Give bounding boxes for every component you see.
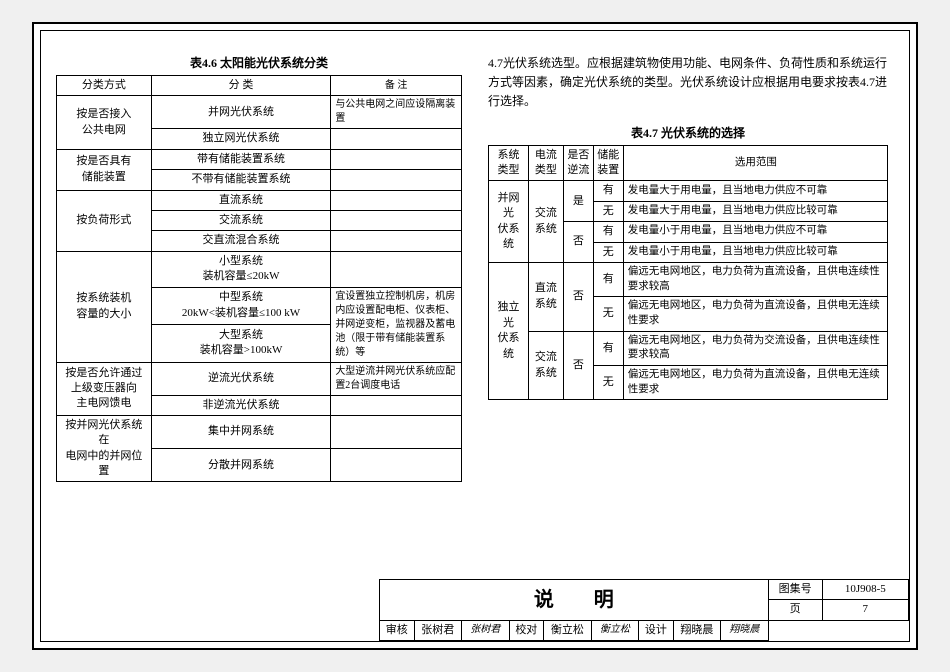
t47-h4: 储能装置 [593, 145, 623, 181]
t47-range: 偏远无电网地区，电力负荷为直流设备，且供电无连续性要求 [623, 297, 887, 331]
t46-item: 逆流光伏系统 [151, 362, 331, 395]
t46-cat-5: 按并网光伏系统在电网中的并网位置 [57, 415, 152, 482]
t46-note [331, 170, 462, 190]
proof-sign: 衡立松 [591, 620, 639, 640]
t46-item: 非逆流光伏系统 [151, 395, 331, 415]
t46-note [331, 251, 462, 287]
t47-range: 发电量大于用电量，且当地电力供应不可靠 [623, 181, 887, 201]
t47-curr2b: 交流系统 [528, 331, 563, 400]
page-frame: 表4.6 太阳能光伏系统分类 分类方式 分 类 备 注 按是否接入公共电网 并网… [32, 22, 918, 650]
t46-cat-0: 按是否接入公共电网 [57, 96, 152, 149]
t46-note [331, 415, 462, 448]
t46-cat-1: 按是否具有储能装置 [57, 149, 152, 190]
t46-note: 大型逆流并网光伏系统应配置2台调度电话 [331, 362, 462, 395]
t46-item: 直流系统 [151, 190, 331, 210]
t46-note [331, 149, 462, 169]
t47-h5: 选用范围 [623, 145, 887, 181]
t46-item: 小型系统装机容量≤20kW [151, 251, 331, 287]
t46-note [331, 449, 462, 482]
paragraph-47: 4.7光伏系统选型。应根据建筑物使用功能、电网条件、负荷性质和系统运行方式等因素… [488, 54, 888, 112]
table46: 分类方式 分 类 备 注 按是否接入公共电网 并网光伏系统 与公共电网之间应设隔… [56, 75, 462, 482]
t46-note [331, 210, 462, 230]
t47-store: 有 [593, 222, 623, 242]
t47-curr1: 交流系统 [528, 181, 563, 263]
t46-note: 宜设置独立控制机房，机房内应设置配电柜、仪表柜、并网逆变柜，监视器及蓄电池（限于… [331, 287, 462, 362]
t46-h3: 备 注 [331, 76, 462, 96]
t46-cat-3: 按系统装机容量的大小 [57, 251, 152, 362]
audit-name: 张树君 [414, 620, 462, 640]
t46-item: 不带有储能装置系统 [151, 170, 331, 190]
t46-cat-2: 按负荷形式 [57, 190, 152, 251]
t47-h2: 电流类型 [528, 145, 563, 181]
table46-title: 表4.6 太阳能光伏系统分类 [56, 54, 462, 71]
design-label: 设计 [639, 620, 674, 640]
t47-store: 无 [593, 201, 623, 221]
right-column: 4.7光伏系统选型。应根据建筑物使用功能、电网条件、负荷性质和系统运行方式等因素… [488, 54, 888, 482]
t46-item: 大型系统装机容量>100kW [151, 325, 331, 363]
t46-item: 独立网光伏系统 [151, 129, 331, 149]
set-value: 10J908-5 [822, 579, 908, 600]
t46-note [331, 190, 462, 210]
t47-curr2a: 直流系统 [528, 262, 563, 331]
t46-h1: 分类方式 [57, 76, 152, 96]
t46-item: 交直流混合系统 [151, 231, 331, 251]
t47-h3: 是否逆流 [563, 145, 593, 181]
t47-sys1: 并网光伏系统 [489, 181, 529, 263]
proof-label: 校对 [509, 620, 544, 640]
t47-store: 有 [593, 262, 623, 296]
t47-range: 偏远无电网地区，电力负荷为交流设备，且供电连续性要求较高 [623, 331, 887, 365]
t47-store: 无 [593, 242, 623, 262]
t47-sys2: 独立光伏系统 [489, 262, 529, 400]
t47-inv: 是 [563, 181, 593, 222]
table47: 系统类型 电流类型 是否逆流 储能装置 选用范围 并网光伏系统 交流系统 是 有… [488, 145, 888, 401]
t46-item: 并网光伏系统 [151, 96, 331, 129]
page-value: 7 [822, 600, 908, 621]
t47-inv: 否 [563, 262, 593, 331]
left-column: 表4.6 太阳能光伏系统分类 分类方式 分 类 备 注 按是否接入公共电网 并网… [56, 54, 462, 482]
t46-item: 中型系统20kW<装机容量≤100 kW [151, 287, 331, 325]
proof-name: 衡立松 [544, 620, 592, 640]
table47-title: 表4.7 光伏系统的选择 [488, 124, 888, 141]
t46-note [331, 395, 462, 415]
title-block: 说明图集号10J908-5页7审核张树君张树君校对衡立松衡立松设计翔晓晨翔晓晨 [379, 579, 909, 641]
t47-store: 无 [593, 366, 623, 400]
t46-note [331, 129, 462, 149]
t47-range: 偏远无电网地区，电力负荷为直流设备，且供电连续性要求较高 [623, 262, 887, 296]
t47-range: 发电量小于用电量，且当地电力供应不可靠 [623, 222, 887, 242]
doc-title: 说明 [380, 579, 769, 620]
t47-store: 无 [593, 297, 623, 331]
t47-range: 偏远无电网地区，电力负荷为直流设备，且供电无连续性要求 [623, 366, 887, 400]
t46-item: 分散并网系统 [151, 449, 331, 482]
t47-range: 发电量小于用电量，且当地电力供应比较可靠 [623, 242, 887, 262]
set-label: 图集号 [768, 579, 822, 600]
t47-h1: 系统类型 [489, 145, 529, 181]
t46-item: 集中并网系统 [151, 415, 331, 448]
main-content: 表4.6 太阳能光伏系统分类 分类方式 分 类 备 注 按是否接入公共电网 并网… [56, 54, 894, 482]
t47-inv: 否 [563, 331, 593, 400]
t47-store: 有 [593, 181, 623, 201]
t47-store: 有 [593, 331, 623, 365]
design-name: 翔晓晨 [673, 620, 721, 640]
t47-inv: 否 [563, 222, 593, 263]
t47-range: 发电量大于用电量，且当地电力供应比较可靠 [623, 201, 887, 221]
page-label: 页 [768, 600, 822, 621]
t46-item: 带有储能装置系统 [151, 149, 331, 169]
t46-cat-4: 按是否允许通过上级变压器向主电网馈电 [57, 362, 152, 415]
design-sign: 翔晓晨 [721, 620, 769, 640]
audit-label: 审核 [380, 620, 415, 640]
t46-item: 交流系统 [151, 210, 331, 230]
audit-sign: 张树君 [462, 620, 510, 640]
t46-note: 与公共电网之间应设隔离装置 [331, 96, 462, 129]
t46-note [331, 231, 462, 251]
t46-h2: 分 类 [151, 76, 331, 96]
